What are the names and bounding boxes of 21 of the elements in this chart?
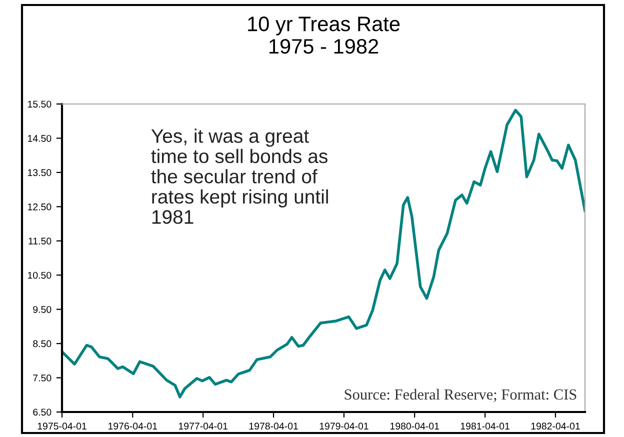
x-tick-label: 1979-04-01 bbox=[320, 422, 368, 430]
x-tick-label: 1975-04-01 bbox=[38, 422, 86, 430]
y-tick-label: 6.50 bbox=[33, 408, 52, 416]
y-tick-label: 15.50 bbox=[28, 100, 52, 108]
y-tick-label: 10.50 bbox=[28, 272, 52, 279]
chart-title: 10 yr Treas Rate 1975 - 1982 bbox=[248, 16, 400, 54]
annotation: Yes, it was a great time to sell bonds as the secular trend of rates kept rising until 1981 bbox=[151, 128, 328, 224]
x-tick-label: 1982-04-01 bbox=[531, 422, 580, 430]
y-tick-label: 11.50 bbox=[28, 238, 52, 245]
annotation: Source: Federal Reserve; Format: CIS bbox=[344, 388, 576, 402]
x-tick-label: 1978-04-01 bbox=[249, 422, 298, 430]
x-tick-label: 1981-04-01 bbox=[460, 422, 510, 430]
x-tick-label: 1980-04-01 bbox=[390, 422, 439, 430]
x-tick-label: 1976-04-01 bbox=[108, 422, 158, 430]
y-tick-label: 14.50 bbox=[28, 134, 52, 142]
y-tick-label: 9.50 bbox=[33, 306, 52, 313]
y-tick-label: 7.50 bbox=[33, 374, 52, 382]
y-tick-label: 12.50 bbox=[28, 203, 52, 210]
x-tick-label: 1977-04-01 bbox=[178, 422, 228, 430]
y-tick-label: 8.50 bbox=[33, 340, 52, 348]
y-tick-label: 13.50 bbox=[28, 169, 52, 176]
